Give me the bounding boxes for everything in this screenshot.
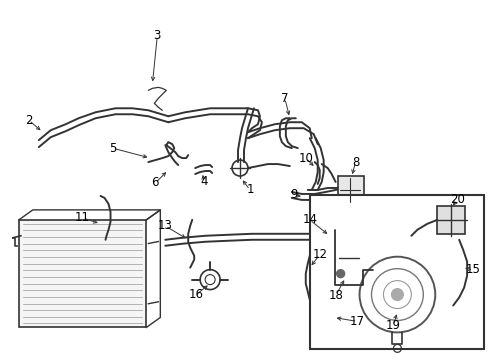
Text: 6: 6 [151,176,159,189]
Text: 9: 9 [289,188,297,202]
Bar [436,206,464,234]
Text: 11: 11 [75,211,90,224]
Text: 7: 7 [281,92,288,105]
Text: 17: 17 [349,315,365,328]
Circle shape [336,270,344,278]
Text: 12: 12 [311,248,326,261]
Text: 18: 18 [327,289,343,302]
Circle shape [390,289,403,301]
Text: 1: 1 [246,184,253,197]
Text: 20: 20 [449,193,464,206]
Text: 16: 16 [188,288,203,301]
Bar [309,195,483,349]
Bar [337,176,363,204]
Text: 2: 2 [25,114,33,127]
Text: 15: 15 [465,263,480,276]
Bar [19,220,146,328]
Text: 13: 13 [158,219,172,232]
Text: 4: 4 [200,175,207,189]
Text: 10: 10 [298,152,312,165]
Text: 14: 14 [302,213,317,226]
Text: 5: 5 [109,141,116,155]
Text: 19: 19 [385,319,400,332]
Text: 8: 8 [351,156,359,168]
Text: 3: 3 [153,29,161,42]
